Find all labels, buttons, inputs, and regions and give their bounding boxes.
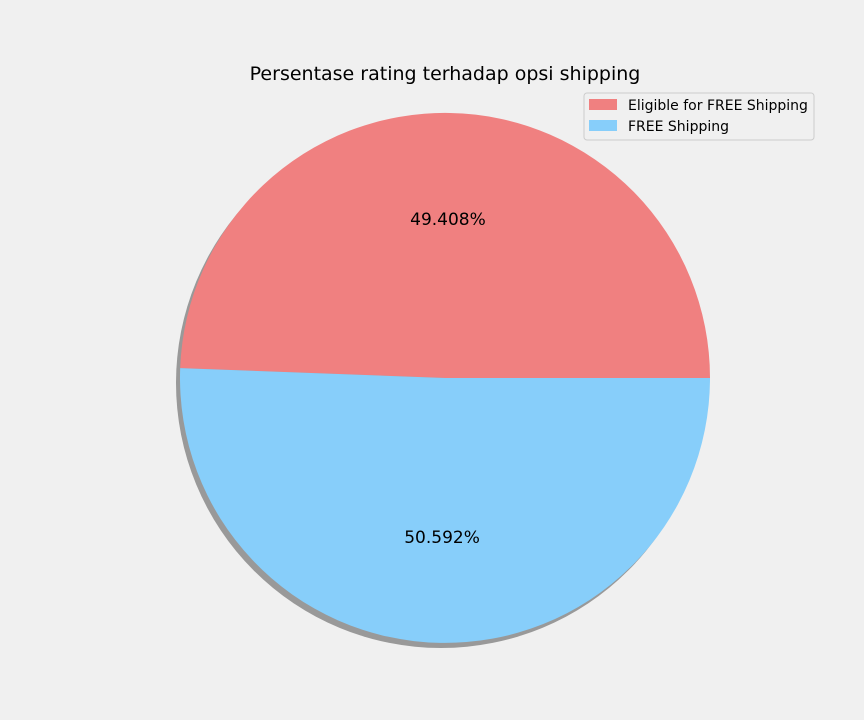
pie-value-labels: 49.408% 50.592% [404, 210, 486, 548]
pie-value-label-eligible-for-free-shipping: 49.408% [410, 210, 486, 230]
legend-swatch-free-shipping [589, 120, 617, 131]
pie-slice-free-shipping [180, 368, 711, 643]
pie-value-label-free-shipping: 50.592% [404, 528, 480, 548]
legend-label-free-shipping: FREE Shipping [628, 119, 729, 135]
legend-frame [583, 92, 815, 141]
legend-label-eligible-free-shipping: Eligible for FREE Shipping [628, 98, 808, 114]
legend: Eligible for FREE Shipping FREE Shipping [583, 92, 815, 141]
legend-swatch-eligible-free-shipping [589, 99, 617, 110]
pie-slice-eligible-for-free-shipping [180, 112, 710, 379]
pie-slices [180, 112, 711, 643]
chart-title: Persentase rating terhadap opsi shipping [250, 63, 641, 85]
